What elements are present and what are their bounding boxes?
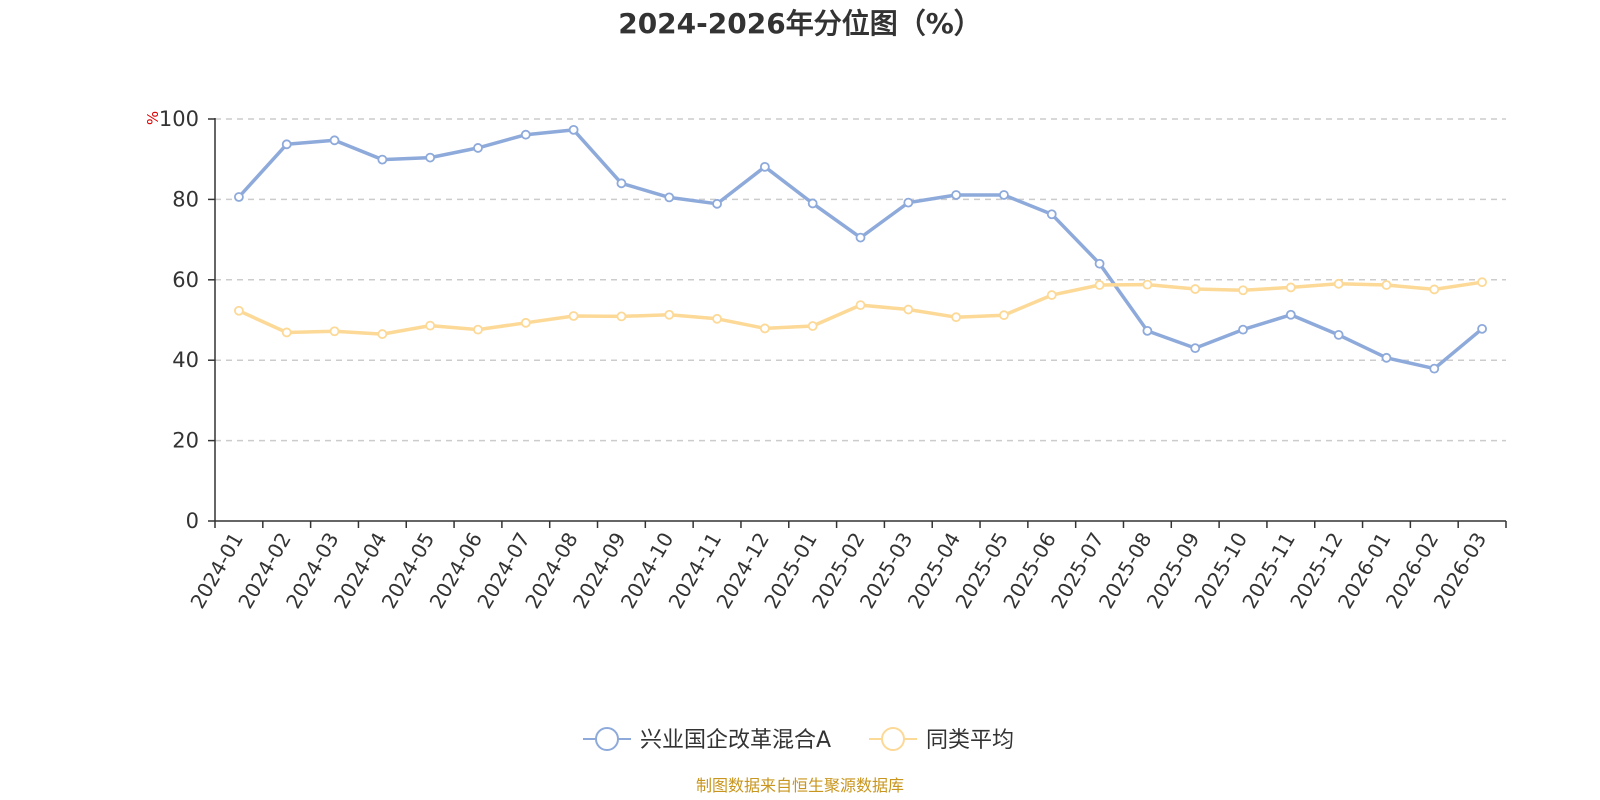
legend-label-0: 兴业国企改革混合A [640, 728, 831, 753]
y-tick-labels: 0 20 40 60 80 100 [159, 107, 199, 533]
data-point-1-15 [951, 312, 962, 323]
data-point-0-9 [664, 192, 675, 203]
data-point-1-4 [425, 320, 436, 331]
data-point-1-0 [234, 305, 244, 316]
data-point-0-19 [1142, 325, 1153, 336]
data-point-1-6 [520, 317, 531, 328]
data-point-1-16 [999, 310, 1009, 321]
data-point-0-25 [1429, 363, 1440, 374]
data-point-1-1 [281, 327, 292, 338]
data-point-1-12 [807, 321, 818, 331]
data-point-0-5 [473, 143, 483, 153]
data-point-1-5 [473, 324, 483, 335]
axes [208, 118, 1507, 528]
data-point-1-13 [855, 300, 866, 311]
data-point-0-16 [999, 190, 1009, 200]
data-point-0-18 [1094, 258, 1105, 269]
data-point-0-12 [807, 198, 818, 209]
data-point-1-20 [1190, 284, 1201, 294]
legend-item-0[interactable]: 兴业国企改革混合A [583, 727, 831, 753]
y-axis-unit: % [144, 111, 162, 125]
chart-title: 2024-2026年分位图（%） [618, 7, 982, 40]
series-0 [234, 124, 1487, 374]
data-point-1-10 [712, 313, 722, 324]
data-point-0-11 [759, 161, 770, 172]
x-tick-labels: 2024-012024-022024-032024-042024-052024-… [185, 528, 1491, 612]
data-point-0-8 [616, 178, 627, 189]
data-point-1-3 [377, 329, 388, 339]
data-point-0-14 [903, 197, 914, 208]
data-point-0-23 [1333, 329, 1344, 340]
data-point-0-22 [1285, 309, 1296, 320]
data-point-0-0 [234, 192, 244, 202]
data-point-1-25 [1429, 284, 1440, 295]
data-point-1-23 [1333, 278, 1344, 289]
y-tick-label-20: 20 [172, 429, 199, 453]
y-tick-label-0: 0 [186, 509, 199, 533]
data-point-0-26 [1477, 323, 1487, 334]
data-point-1-22 [1285, 282, 1296, 293]
legend-item-1[interactable]: 同类平均 [869, 727, 1014, 753]
legend[interactable]: 兴业国企改革混合A 同类平均 [583, 727, 1014, 753]
data-point-1-2 [329, 326, 340, 337]
data-point-0-6 [520, 129, 531, 140]
data-point-0-10 [712, 198, 722, 209]
data-point-0-3 [377, 154, 388, 165]
data-point-1-11 [759, 323, 770, 334]
series-line-0 [237, 128, 1484, 371]
data-point-0-1 [281, 139, 292, 150]
data-point-1-7 [568, 311, 579, 321]
y-tick-label-80: 80 [172, 187, 199, 211]
y-tick-label-100: 100 [159, 107, 199, 131]
data-point-1-17 [1046, 290, 1057, 300]
data-point-0-21 [1238, 324, 1248, 335]
data-point-1-24 [1381, 280, 1392, 290]
data-point-0-4 [425, 152, 436, 163]
data-point-0-7 [568, 124, 579, 135]
data-point-1-19 [1142, 279, 1153, 290]
data-point-1-8 [616, 311, 627, 322]
data-point-1-14 [903, 304, 914, 315]
series-lines [234, 124, 1487, 374]
legend-marker-0 [595, 727, 619, 751]
data-point-0-13 [855, 232, 866, 243]
data-point-0-20 [1190, 343, 1201, 354]
data-point-1-26 [1477, 277, 1487, 288]
legend-marker-1 [881, 727, 905, 751]
source-note: 制图数据来自恒生聚源数据库 [696, 776, 904, 795]
data-point-0-17 [1046, 209, 1057, 220]
y-tick-label-60: 60 [172, 268, 199, 292]
data-point-0-24 [1381, 352, 1392, 363]
data-point-0-2 [329, 135, 340, 146]
data-point-0-15 [951, 190, 962, 200]
y-tick-label-40: 40 [172, 348, 199, 372]
data-point-1-18 [1094, 280, 1105, 290]
legend-label-1: 同类平均 [926, 728, 1014, 753]
grid-lines [215, 118, 1506, 442]
data-point-1-9 [664, 309, 675, 320]
series-1 [234, 277, 1487, 339]
data-point-1-21 [1238, 285, 1248, 296]
